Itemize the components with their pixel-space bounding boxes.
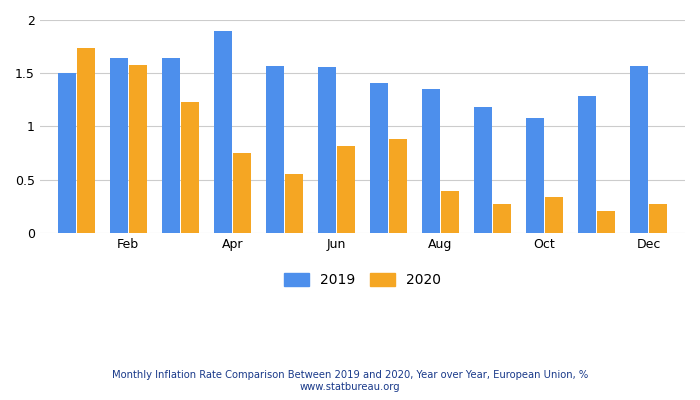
Bar	[597, 210, 615, 233]
Bar	[474, 107, 492, 233]
Bar	[649, 204, 667, 233]
Bar	[233, 153, 251, 233]
Bar	[389, 139, 407, 233]
Text: Monthly Inflation Rate Comparison Between 2019 and 2020, Year over Year, Europea: Monthly Inflation Rate Comparison Betwee…	[112, 370, 588, 392]
Bar	[162, 58, 180, 233]
Legend: 2019, 2020: 2019, 2020	[279, 268, 446, 293]
Bar	[545, 197, 564, 233]
Bar	[578, 96, 596, 233]
Bar	[266, 66, 284, 233]
Bar	[57, 73, 76, 233]
Bar	[77, 48, 95, 233]
Bar	[421, 89, 440, 233]
Bar	[129, 65, 147, 233]
Bar	[285, 174, 303, 233]
Bar	[493, 204, 511, 233]
Bar	[337, 146, 355, 233]
Bar	[318, 67, 336, 233]
Bar	[441, 191, 459, 233]
Bar	[630, 66, 648, 233]
Bar	[110, 58, 128, 233]
Bar	[526, 118, 544, 233]
Bar	[181, 102, 199, 233]
Bar	[214, 31, 232, 233]
Bar	[370, 83, 388, 233]
